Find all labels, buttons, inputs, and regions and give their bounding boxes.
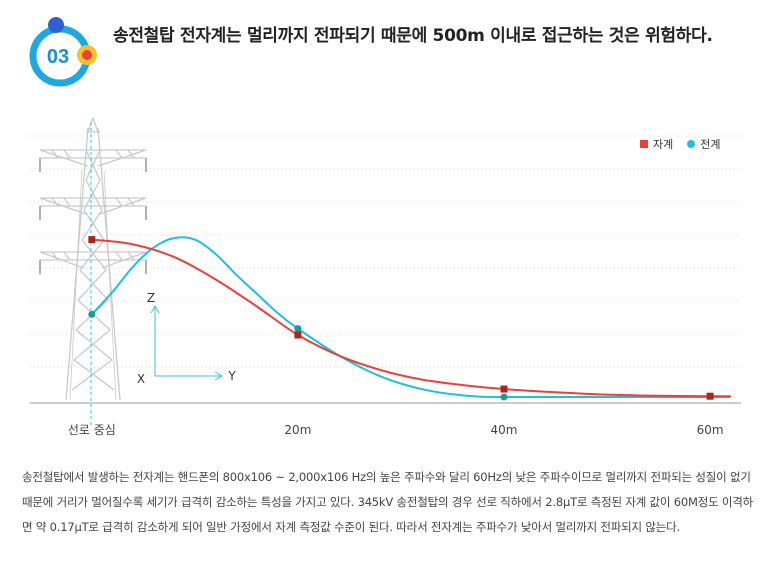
description-paragraph: 송전철탑에서 발생하는 전자계는 핸드폰의 800x106 ~ 2,000x10… <box>22 470 754 534</box>
x-tick-label: 20m <box>284 423 311 437</box>
magnetic-data-point <box>500 385 508 393</box>
series-line-electric <box>91 236 731 399</box>
section-number-badge: 03 <box>29 17 97 87</box>
transmission-tower-icon <box>39 117 147 401</box>
page-title: 송전철탑 전자계는 멀리까지 전파되기 때문에 500m 이내로 접근하는 것은… <box>113 26 713 46</box>
legend-square-icon <box>640 140 648 148</box>
magnetic-data-point <box>706 392 714 400</box>
badge-red-dot <box>82 50 92 60</box>
axis-label-y: Y <box>227 369 236 383</box>
series-line-magnetic <box>91 238 731 398</box>
field-strength-chart: Z X Y 선로 중심 20m 40m 60m <box>30 117 741 437</box>
electric-data-point <box>88 310 96 318</box>
electric-data-point <box>500 393 508 401</box>
electric-data-point <box>294 325 302 333</box>
magnetic-data-point <box>294 331 302 339</box>
magnetic-data-point <box>88 236 96 244</box>
gridlines <box>30 135 741 368</box>
axis-label-x: X <box>137 372 145 386</box>
x-tick-label: 선로 중심 <box>68 423 116 437</box>
legend-item-magnetic: 자계 <box>640 136 673 152</box>
chart-legend: 자계 전계 <box>640 136 721 152</box>
x-tick-label: 40m <box>491 423 518 437</box>
x-tick-label: 60m <box>697 423 724 437</box>
legend-dot-icon <box>687 140 696 148</box>
badge-blue-dot <box>48 17 64 33</box>
badge-number: 03 <box>47 46 69 68</box>
legend-item-electric: 전계 <box>687 136 721 152</box>
axis-orientation-indicator <box>150 304 224 381</box>
axis-label-z: Z <box>147 291 155 305</box>
